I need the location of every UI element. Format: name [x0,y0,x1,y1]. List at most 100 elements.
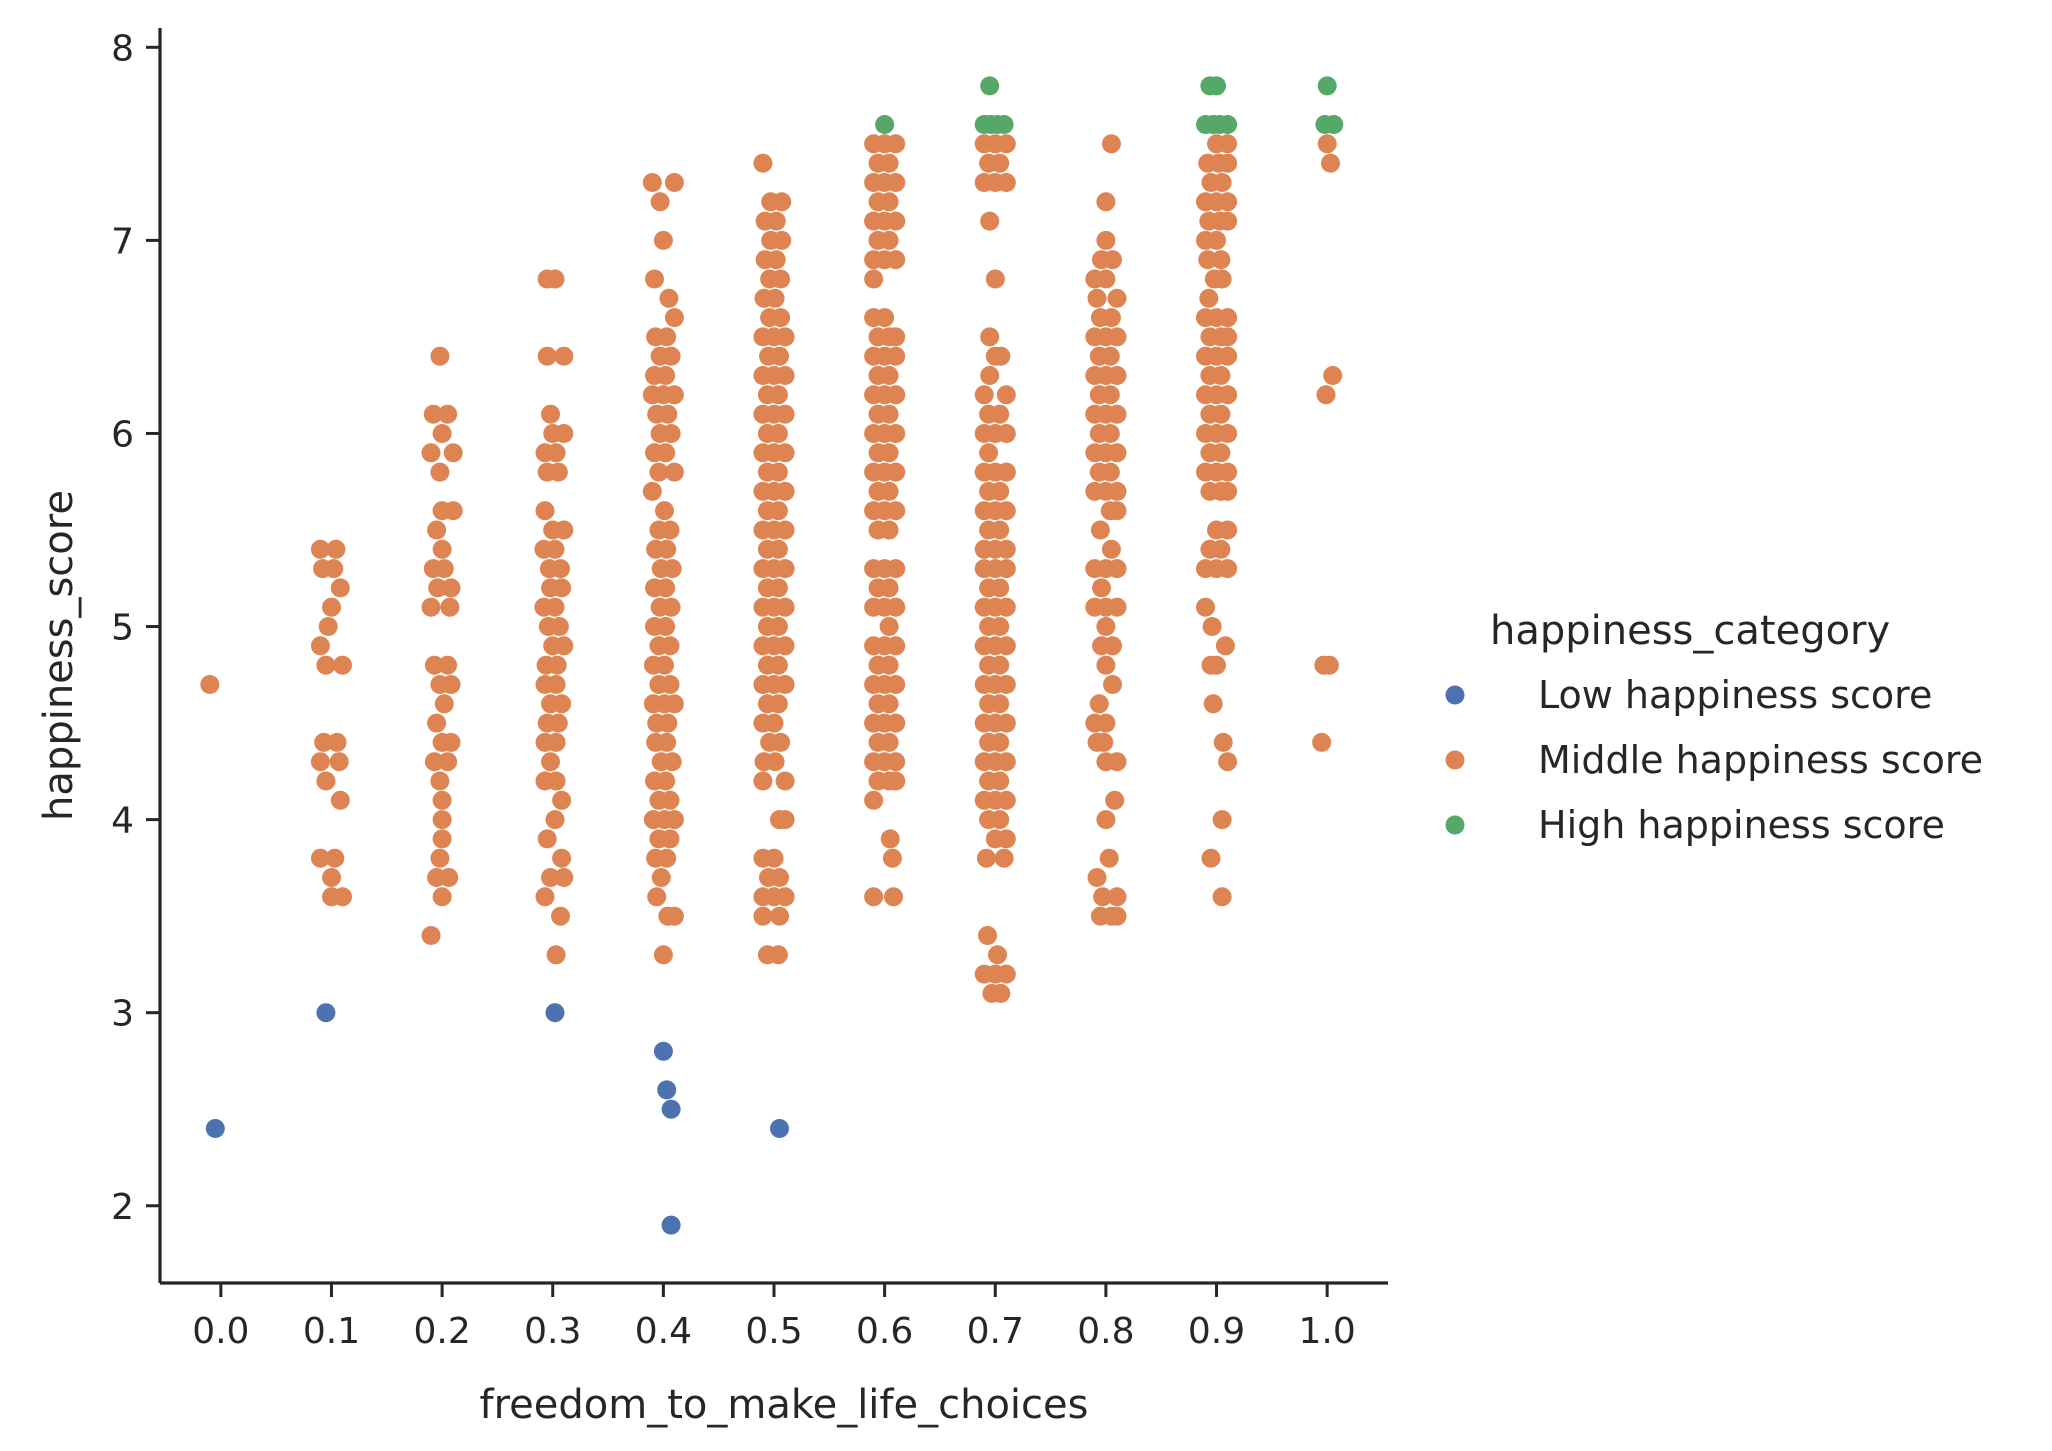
data-point [1107,906,1127,926]
data-point [432,829,452,849]
data-point [546,732,566,752]
data-point [1218,559,1238,579]
data-point [771,308,791,328]
data-point [764,848,784,868]
data-point [656,617,676,636]
series-high [875,76,1344,134]
data-point [1096,192,1116,212]
data-point [430,771,450,791]
data-point [886,250,906,270]
data-point [775,327,795,347]
data-point [772,230,792,250]
data-point [1103,636,1122,656]
data-point [768,578,788,598]
data-point [1087,868,1107,887]
data-point [661,597,681,617]
data-point [664,385,684,405]
data-point [886,385,906,405]
data-point [310,752,330,772]
data-point [775,443,795,463]
data-point [440,597,460,617]
data-point [980,76,1000,96]
data-point [326,539,346,559]
data-point [655,655,674,675]
data-point [886,771,906,791]
data-point [664,810,684,830]
data-point [990,617,1010,636]
data-point [886,559,906,579]
data-point [554,520,574,540]
data-point [879,366,899,385]
data-point [768,462,788,482]
data-point [990,404,1010,424]
data-point [661,346,681,366]
data-point [664,694,684,714]
data-point [990,771,1010,791]
data-point [886,462,906,482]
data-point [1218,346,1238,366]
data-point [552,578,572,598]
x-tick-label: 0.6 [856,1311,913,1352]
data-point [1107,559,1127,579]
legend-marker [1445,685,1465,705]
data-point [880,829,900,849]
data-point [1107,443,1127,463]
data-point [1218,211,1238,231]
data-point [1096,655,1116,675]
data-point [662,752,682,772]
data-point [886,636,906,656]
data-point [552,848,572,868]
data-point [1317,76,1337,96]
data-point [996,559,1016,579]
data-point [768,694,788,714]
data-point [549,617,569,636]
data-point [443,443,463,463]
data-point [329,752,349,772]
data-point [1316,385,1336,405]
x-tick-label: 0.2 [413,1311,470,1352]
data-point [886,713,906,733]
data-point [770,1119,789,1138]
axes-layer: 0.0 0.1 0.2 0.3 0.4 0.5 0.6 0.7 0.8 0.9 1.0 2 3 4 5 6 7 8… [36,28,1388,1428]
series-low [205,1003,789,1235]
data-point [976,848,996,868]
data-point [753,153,773,173]
data-point [996,713,1016,733]
data-point [545,1003,565,1023]
data-point [651,868,671,887]
data-point [980,211,1000,231]
data-point [552,790,572,810]
y-tick-label: 8 [111,28,134,69]
data-point [657,732,677,752]
data-point [432,424,452,443]
data-point [322,868,341,887]
data-point [554,636,574,656]
data-point [545,539,565,559]
data-point [991,983,1011,1003]
data-point [1218,520,1238,540]
data-point [1107,752,1127,772]
data-point [547,655,567,675]
data-point [886,752,906,772]
data-point [771,269,791,289]
data-point [653,945,673,965]
data-point [541,868,560,887]
data-point [1101,134,1121,154]
data-point [1218,752,1238,772]
data-point [430,346,450,366]
data-point [1089,694,1109,714]
data-point [1107,501,1127,521]
data-point [427,713,447,733]
data-point [1218,385,1238,405]
data-point [1107,597,1127,617]
y-tick-label: 5 [111,608,134,649]
data-point [546,675,566,694]
data-point [996,790,1016,810]
legend-title: happiness_category [1490,608,1890,654]
data-point [879,404,899,424]
data-point [322,597,341,617]
x-tick-label: 0.9 [1188,1311,1245,1352]
data-point [770,346,789,366]
data-point [441,578,461,598]
legend-entry-label: Low happiness score [1538,673,1932,717]
